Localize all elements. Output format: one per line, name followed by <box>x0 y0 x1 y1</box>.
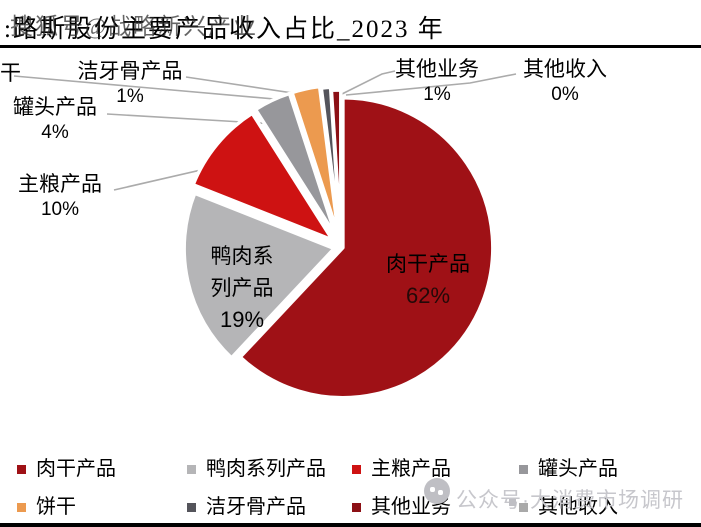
legend-swatch-yarou <box>187 464 196 474</box>
pie-slice-肉干产品 <box>238 95 495 400</box>
legend-item-zhuliang: 主粮产品 <box>352 456 451 482</box>
leader-line-qitashouru <box>345 73 517 96</box>
callout-jieyagu: 洁牙骨产品 1% <box>72 58 188 110</box>
legend-item-qitashouru: 其他收入 <box>519 494 618 520</box>
legend-label-rougan: 肉干产品 <box>36 458 116 480</box>
legend-item-bingan: 饼干 <box>17 494 76 520</box>
callout-guantou-label: 罐头产品 <box>13 95 97 119</box>
inner-label-rougan-pct: 62% <box>405 283 451 308</box>
callout-qitashouru-label: 其他收入 <box>523 57 607 81</box>
callout-qitayewu-pct: 1% <box>423 84 451 105</box>
inner-label-rougan: 肉干产品 62% <box>366 248 490 312</box>
callout-zhuliang-pct: 10% <box>40 199 80 220</box>
sohu-watermark: 搜狐号@战略新兴产业 <box>10 14 259 39</box>
legend-swatch-qitashouru <box>519 502 528 512</box>
inner-label-yarou-name: 鸭肉系列产品 <box>210 244 274 300</box>
inner-label-rougan-name: 肉干产品 <box>386 252 470 276</box>
pie-slice-饼干 <box>290 84 341 238</box>
legend-item-guantou: 罐头产品 <box>519 456 618 482</box>
legend-swatch-jieyagu <box>187 502 196 512</box>
callout-qitayewu-label: 其他业务 <box>395 57 479 81</box>
callout-jieyagu-pct: 1% <box>116 86 144 107</box>
callout-qitashouru-pct: 0% <box>551 84 579 105</box>
legend-label-qitashouru: 其他收入 <box>538 496 618 518</box>
legend-label-yarou: 鸭肉系列产品 <box>206 458 326 480</box>
pie-slice-其他业务 <box>329 88 343 242</box>
legend-item-rougan: 肉干产品 <box>17 456 116 482</box>
legend-swatch-bingan <box>17 502 26 512</box>
callout-guantou-pct: 4% <box>41 122 69 143</box>
leader-line-guantou <box>106 113 294 126</box>
callout-jieyagu-label: 洁牙骨产品 <box>77 59 183 83</box>
legend-label-zhuliang: 主粮产品 <box>371 458 451 480</box>
callout-qitayewu: 其他业务 1% <box>384 56 490 108</box>
bottom-border-line <box>0 523 701 527</box>
callout-zhuliang: 主粮产品 10% <box>8 171 112 223</box>
bottom-watermark: 公众号·大消费市场调研 <box>456 489 684 512</box>
callout-qitashouru: 其他收入 0% <box>512 56 618 108</box>
callout-zhuliang-label: 主粮产品 <box>18 172 102 196</box>
legend-item-jieyagu: 洁牙骨产品 <box>187 494 306 520</box>
inner-label-yarou-pct: 19% <box>219 307 265 332</box>
legend-swatch-rougan <box>17 464 26 474</box>
callout-bingan-label: 饼干 <box>0 61 21 85</box>
callout-guantou: 罐头产品 4% <box>5 94 105 146</box>
inner-label-yarou: 鸭肉系列产品 19% <box>209 240 275 336</box>
pie-slice-鸭肉系列产品 <box>182 191 336 360</box>
pie-slice-洁牙骨产品 <box>319 85 342 239</box>
legend-swatch-qitayewu <box>352 502 361 512</box>
legend-label-guantou: 罐头产品 <box>538 458 618 480</box>
legend-label-jieyagu: 洁牙骨产品 <box>206 496 306 518</box>
leader-line-bingan <box>13 75 309 103</box>
pie-slice-主粮产品 <box>191 111 335 242</box>
pie-slice-罐头产品 <box>253 91 338 238</box>
title-underline <box>0 45 701 48</box>
leader-line-qitayewu <box>337 70 396 97</box>
wechat-icon <box>424 478 450 504</box>
chart-title: :路斯股份主要产品收入占比_2023 年 <box>4 16 445 43</box>
watermark-square-decoration <box>509 499 516 506</box>
legend-label-bingan: 饼干 <box>36 496 76 518</box>
legend-swatch-zhuliang <box>352 464 361 474</box>
callout-bingan: 饼干 <box>0 60 50 86</box>
legend-swatch-guantou <box>519 464 528 474</box>
legend-item-yarou: 鸭肉系列产品 <box>187 456 326 482</box>
